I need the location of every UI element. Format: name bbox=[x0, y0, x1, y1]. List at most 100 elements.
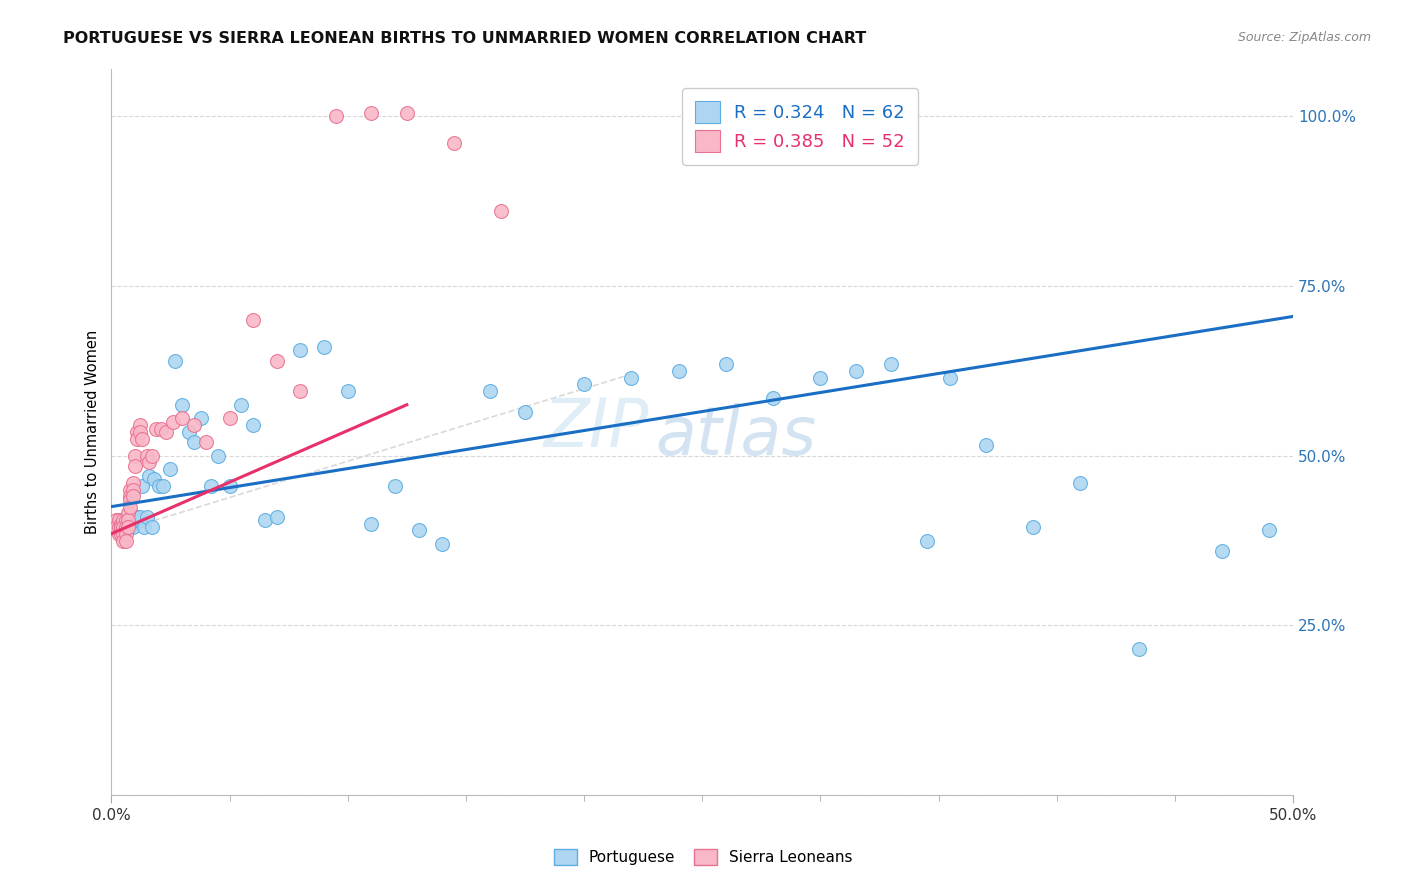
Point bbox=[408, 524, 430, 538]
Point bbox=[218, 479, 240, 493]
Point bbox=[974, 438, 997, 452]
Point bbox=[124, 458, 146, 473]
Point bbox=[1211, 543, 1233, 558]
Point bbox=[105, 520, 128, 534]
Point bbox=[218, 411, 240, 425]
Point bbox=[121, 520, 143, 534]
Point bbox=[432, 537, 454, 551]
Point bbox=[325, 109, 347, 123]
Point bbox=[117, 520, 139, 534]
Text: Source: ZipAtlas.com: Source: ZipAtlas.com bbox=[1237, 31, 1371, 45]
Point bbox=[1258, 524, 1281, 538]
Point bbox=[152, 479, 174, 493]
Point bbox=[478, 384, 501, 399]
Legend: Portuguese, Sierra Leoneans: Portuguese, Sierra Leoneans bbox=[547, 843, 859, 871]
Point bbox=[121, 483, 143, 497]
Point bbox=[110, 516, 132, 531]
Point bbox=[135, 509, 157, 524]
Point bbox=[124, 449, 146, 463]
Point bbox=[231, 398, 253, 412]
Point bbox=[242, 313, 264, 327]
Point bbox=[395, 105, 418, 120]
Point bbox=[183, 435, 205, 450]
Point bbox=[120, 492, 142, 507]
Point bbox=[114, 520, 136, 534]
Point bbox=[1128, 642, 1150, 657]
Point bbox=[120, 490, 142, 504]
Point bbox=[668, 364, 690, 378]
Point bbox=[112, 533, 135, 548]
Point bbox=[190, 411, 212, 425]
Point bbox=[107, 513, 129, 527]
Point bbox=[360, 105, 382, 120]
Point bbox=[112, 520, 135, 534]
Point bbox=[148, 479, 170, 493]
Point bbox=[384, 479, 406, 493]
Point bbox=[183, 418, 205, 433]
Point bbox=[105, 513, 128, 527]
Point bbox=[117, 513, 139, 527]
Point bbox=[762, 391, 785, 405]
Point bbox=[112, 513, 135, 527]
Point bbox=[141, 520, 163, 534]
Point bbox=[131, 432, 153, 446]
Point bbox=[290, 343, 312, 358]
Point bbox=[120, 520, 142, 534]
Point bbox=[117, 507, 139, 521]
Point bbox=[242, 418, 264, 433]
Point bbox=[128, 513, 150, 527]
Point bbox=[1022, 520, 1045, 534]
Point bbox=[443, 136, 465, 151]
Point bbox=[808, 370, 831, 384]
Point bbox=[172, 398, 194, 412]
Point bbox=[150, 421, 173, 435]
Point bbox=[138, 455, 160, 469]
Point bbox=[145, 421, 167, 435]
Text: atlas: atlas bbox=[655, 402, 815, 468]
Point bbox=[1069, 475, 1091, 490]
Point bbox=[360, 516, 382, 531]
Point bbox=[110, 526, 132, 541]
Point bbox=[266, 509, 288, 524]
Point bbox=[172, 411, 194, 425]
Point bbox=[127, 432, 149, 446]
Point bbox=[114, 520, 136, 534]
Point bbox=[114, 513, 136, 527]
Point bbox=[107, 520, 129, 534]
Point bbox=[915, 533, 938, 548]
Point bbox=[110, 513, 132, 527]
Point bbox=[845, 364, 868, 378]
Point bbox=[128, 509, 150, 524]
Point bbox=[131, 479, 153, 493]
Point bbox=[336, 384, 359, 399]
Point bbox=[939, 370, 962, 384]
Point bbox=[880, 357, 903, 371]
Point bbox=[142, 472, 165, 486]
Text: PORTUGUESE VS SIERRA LEONEAN BIRTHS TO UNMARRIED WOMEN CORRELATION CHART: PORTUGUESE VS SIERRA LEONEAN BIRTHS TO U… bbox=[63, 31, 866, 46]
Point bbox=[290, 384, 312, 399]
Point bbox=[120, 500, 142, 514]
Legend: R = 0.324   N = 62, R = 0.385   N = 52: R = 0.324 N = 62, R = 0.385 N = 52 bbox=[682, 88, 918, 165]
Point bbox=[128, 425, 150, 439]
Point bbox=[107, 526, 129, 541]
Point bbox=[314, 340, 336, 354]
Point bbox=[155, 425, 177, 439]
Point bbox=[121, 475, 143, 490]
Point bbox=[124, 509, 146, 524]
Point bbox=[127, 425, 149, 439]
Point bbox=[110, 520, 132, 534]
Point bbox=[159, 462, 181, 476]
Point bbox=[127, 509, 149, 524]
Point bbox=[572, 377, 595, 392]
Point bbox=[513, 404, 536, 418]
Point bbox=[114, 513, 136, 527]
Point bbox=[121, 513, 143, 527]
Point bbox=[114, 526, 136, 541]
Point bbox=[114, 533, 136, 548]
Point bbox=[128, 418, 150, 433]
Point bbox=[207, 449, 229, 463]
Point bbox=[138, 469, 160, 483]
Point bbox=[134, 520, 156, 534]
Point bbox=[714, 357, 737, 371]
Point bbox=[120, 513, 142, 527]
